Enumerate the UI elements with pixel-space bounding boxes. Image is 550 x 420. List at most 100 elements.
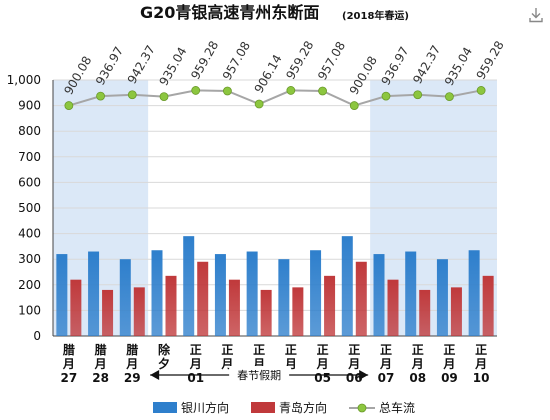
bar-qingdao [355, 261, 367, 336]
y-tick-label: 300 [18, 252, 41, 266]
legend: 银川方向 青岛方向 总车流 [153, 400, 415, 415]
holiday-label: 春节假期 [237, 368, 281, 382]
bar-qingdao [324, 275, 336, 336]
y-tick-label: 900 [18, 99, 41, 113]
x-tick-label: 10 [473, 371, 490, 385]
x-tick-label: 09 [441, 371, 458, 385]
bar-qingdao [228, 279, 240, 336]
x-tick-label: 腊 [63, 342, 75, 357]
data-label: 959.28 [188, 39, 221, 82]
legend-label: 总车流 [379, 400, 415, 415]
data-label: 906.14 [252, 52, 285, 95]
total-flow-marker [191, 86, 201, 95]
bar-qingdao [482, 275, 494, 336]
bar-yinchuan [151, 250, 163, 336]
x-tick-label: 正 [253, 343, 265, 357]
bar-yinchuan [56, 254, 68, 336]
download-icon [529, 8, 543, 23]
x-tick-label: 月 [442, 357, 455, 371]
x-tick-label: 月 [379, 357, 392, 371]
x-tick-label: 正 [475, 343, 487, 357]
total-flow-marker [223, 86, 232, 96]
x-tick-label: 05 [314, 371, 331, 385]
legend-marker [357, 403, 367, 413]
data-label: 959.28 [474, 39, 507, 82]
x-tick-label: 27 [61, 371, 78, 385]
bar-qingdao [260, 289, 272, 336]
bar-qingdao [387, 279, 399, 336]
legend-swatch [153, 402, 177, 413]
y-tick-label: 1,000 [7, 73, 41, 87]
y-tick-label: 200 [18, 278, 41, 292]
holiday-label-bg [229, 366, 290, 382]
bar-yinchuan [246, 251, 258, 336]
total-flow-marker [349, 101, 359, 110]
total-flow-marker [476, 86, 486, 95]
y-tick-label: 0 [33, 329, 41, 343]
total-flow-line [68, 89, 482, 107]
total-flow-marker [127, 90, 137, 100]
legend-swatch [251, 402, 275, 413]
x-tick-label: 正 [443, 343, 455, 357]
bar-yinchuan [88, 251, 100, 336]
total-flow-marker [96, 91, 105, 101]
x-tick-label: 月 [411, 357, 424, 371]
x-tick-label: 01 [187, 371, 204, 385]
total-flow-marker [64, 101, 74, 110]
x-tick-label: 月 [94, 357, 107, 371]
bar-yinchuan [373, 254, 385, 336]
legend-label: 青岛方向 [279, 400, 327, 415]
bar-yinchuan [119, 259, 131, 336]
x-tick-label: 正 [190, 343, 202, 357]
x-tick-label: 08 [409, 371, 426, 385]
bar-qingdao [197, 261, 209, 336]
y-tick-label: 600 [18, 175, 41, 189]
bar-qingdao [292, 287, 304, 336]
bar-yinchuan [214, 254, 226, 336]
y-tick-label: 700 [18, 150, 41, 164]
total-flow-marker [159, 92, 169, 102]
bar-yinchuan [468, 250, 480, 336]
total-flow-marker [445, 92, 454, 102]
x-tick-label: 月 [189, 357, 202, 371]
data-label: 959.28 [283, 39, 316, 82]
bar-yinchuan [405, 251, 417, 336]
total-flow-marker [318, 86, 327, 96]
x-tick-label: 月 [347, 357, 360, 371]
holiday-arrow-right [359, 370, 369, 380]
bar-yinchuan [310, 250, 322, 336]
bar-yinchuan [341, 236, 353, 336]
total-flow-marker [381, 91, 391, 101]
bar-qingdao [419, 289, 431, 336]
x-tick-label: 月 [62, 357, 75, 371]
x-tick-label: 正 [317, 343, 329, 357]
data-label: 957.08 [315, 39, 348, 82]
x-tick-label: 除 [158, 342, 171, 357]
x-tick-label: 正 [348, 343, 360, 357]
holiday-arrow-left [150, 370, 160, 380]
x-tick-label: 月 [125, 357, 138, 371]
legend-label: 银川方向 [181, 400, 229, 415]
total-flow-marker [286, 86, 296, 95]
y-tick-label: 400 [18, 227, 41, 241]
x-tick-label: 正 [285, 343, 297, 357]
bar-yinchuan [183, 236, 195, 336]
x-tick-label: 夕 [158, 356, 170, 371]
bar-qingdao [70, 279, 82, 336]
x-tick-label: 正 [412, 343, 424, 357]
total-flow-marker [254, 99, 264, 109]
chart-subtitle: (2018年春运) [342, 9, 409, 22]
download-button[interactable] [527, 6, 545, 24]
x-tick-label: 07 [378, 371, 395, 385]
x-tick-label: 月 [474, 357, 487, 371]
chart-title: G20青银高速青州东断面 [140, 3, 319, 22]
bar-qingdao [102, 289, 114, 336]
bar-qingdao [450, 287, 462, 336]
data-label: 935.04 [156, 45, 189, 88]
x-tick-label: 29 [124, 371, 141, 385]
x-tick-label: 月 [316, 357, 329, 371]
x-tick-label: 正 [380, 343, 392, 357]
data-label: 957.08 [220, 39, 253, 82]
